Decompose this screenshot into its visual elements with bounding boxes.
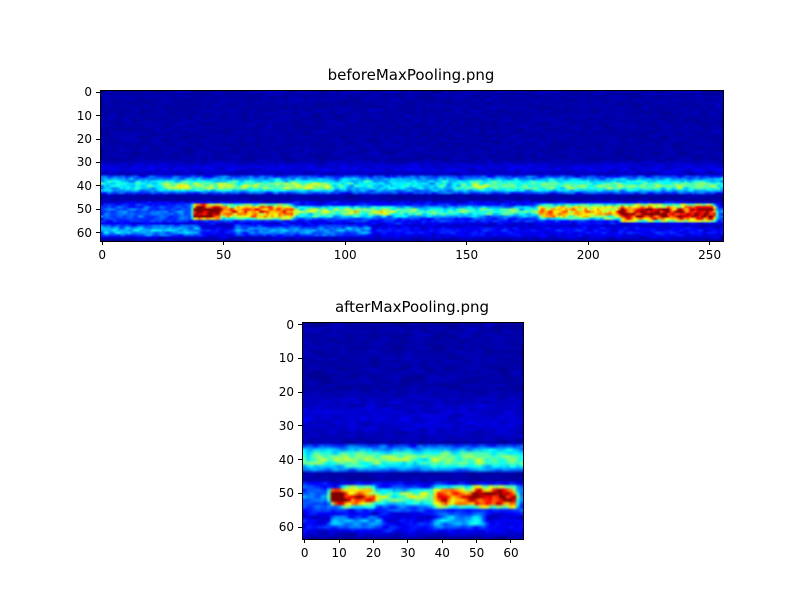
x-tick-mark (304, 539, 306, 543)
y-tick-label: 40 (278, 452, 294, 467)
x-tick-mark (101, 241, 103, 245)
y-tick-mark (96, 232, 100, 234)
axes-before-maxpooling: 0 50 100 150 200 250 0 10 20 30 40 50 60 (77, 85, 724, 262)
y-tick-label: 0 (84, 85, 92, 100)
y-tick-mark (298, 357, 302, 359)
y-tick-mark (298, 492, 302, 494)
x-tick-mark (466, 241, 468, 245)
x-tick-label: 250 (698, 248, 722, 262)
y-tick-label: 30 (278, 418, 294, 433)
y-tick-mark (96, 185, 100, 187)
y-tick-label: 0 (286, 317, 294, 332)
y-tick-label: 10 (76, 108, 92, 123)
y-tick-mark (298, 425, 302, 427)
y-tick-label: 30 (76, 155, 92, 170)
x-tick-mark (587, 241, 589, 245)
x-tick-mark (476, 539, 478, 543)
x-tick-mark (441, 539, 443, 543)
y-tick-label: 50 (76, 202, 92, 217)
y-tick-mark (298, 459, 302, 461)
y-tick-label: 40 (76, 178, 92, 193)
x-tick-mark (223, 241, 225, 245)
y-tick-label: 10 (278, 351, 294, 366)
x-tick-label: 40 (434, 546, 450, 560)
y-tick-label: 50 (278, 486, 294, 501)
x-tick-mark (407, 539, 409, 543)
x-tick-label: 20 (365, 546, 382, 560)
x-tick-label: 200 (576, 248, 600, 262)
y-tick-mark (298, 526, 302, 528)
y-tick-mark (298, 391, 302, 393)
y-tick-mark (96, 161, 100, 163)
y-tick-label: 20 (278, 385, 294, 400)
x-tick-label: 0 (98, 248, 107, 262)
x-tick-mark (709, 241, 711, 245)
x-tick-label: 0 (300, 546, 309, 560)
y-tick-mark (96, 138, 100, 140)
plot-title-before-maxpooling: beforeMaxPooling.png (327, 66, 495, 84)
x-tick-label: 60 (503, 546, 519, 560)
heatmap-before-canvas (101, 91, 723, 241)
plot-title-after-maxpooling: afterMaxPooling.png (334, 298, 490, 316)
axes-after-maxpooling: 0 10 20 30 40 50 60 0 10 20 30 40 50 60 (279, 318, 524, 560)
x-tick-mark (510, 539, 512, 543)
heatmap-after-canvas (303, 323, 523, 539)
x-tick-mark (344, 241, 346, 245)
y-tick-label: 60 (76, 225, 92, 240)
y-tick-mark (96, 115, 100, 117)
x-tick-label: 100 (333, 248, 357, 262)
y-tick-mark (298, 324, 302, 326)
x-tick-label: 50 (216, 248, 232, 262)
y-tick-mark (96, 208, 100, 210)
x-tick-mark (338, 539, 340, 543)
x-tick-label: 30 (400, 546, 416, 560)
y-tick-mark (96, 91, 100, 93)
x-tick-label: 10 (331, 546, 347, 560)
x-tick-mark (372, 539, 374, 543)
x-tick-label: 50 (468, 546, 485, 560)
y-tick-label: 60 (278, 520, 294, 535)
x-tick-label: 150 (455, 248, 479, 262)
y-tick-label: 20 (76, 132, 92, 147)
